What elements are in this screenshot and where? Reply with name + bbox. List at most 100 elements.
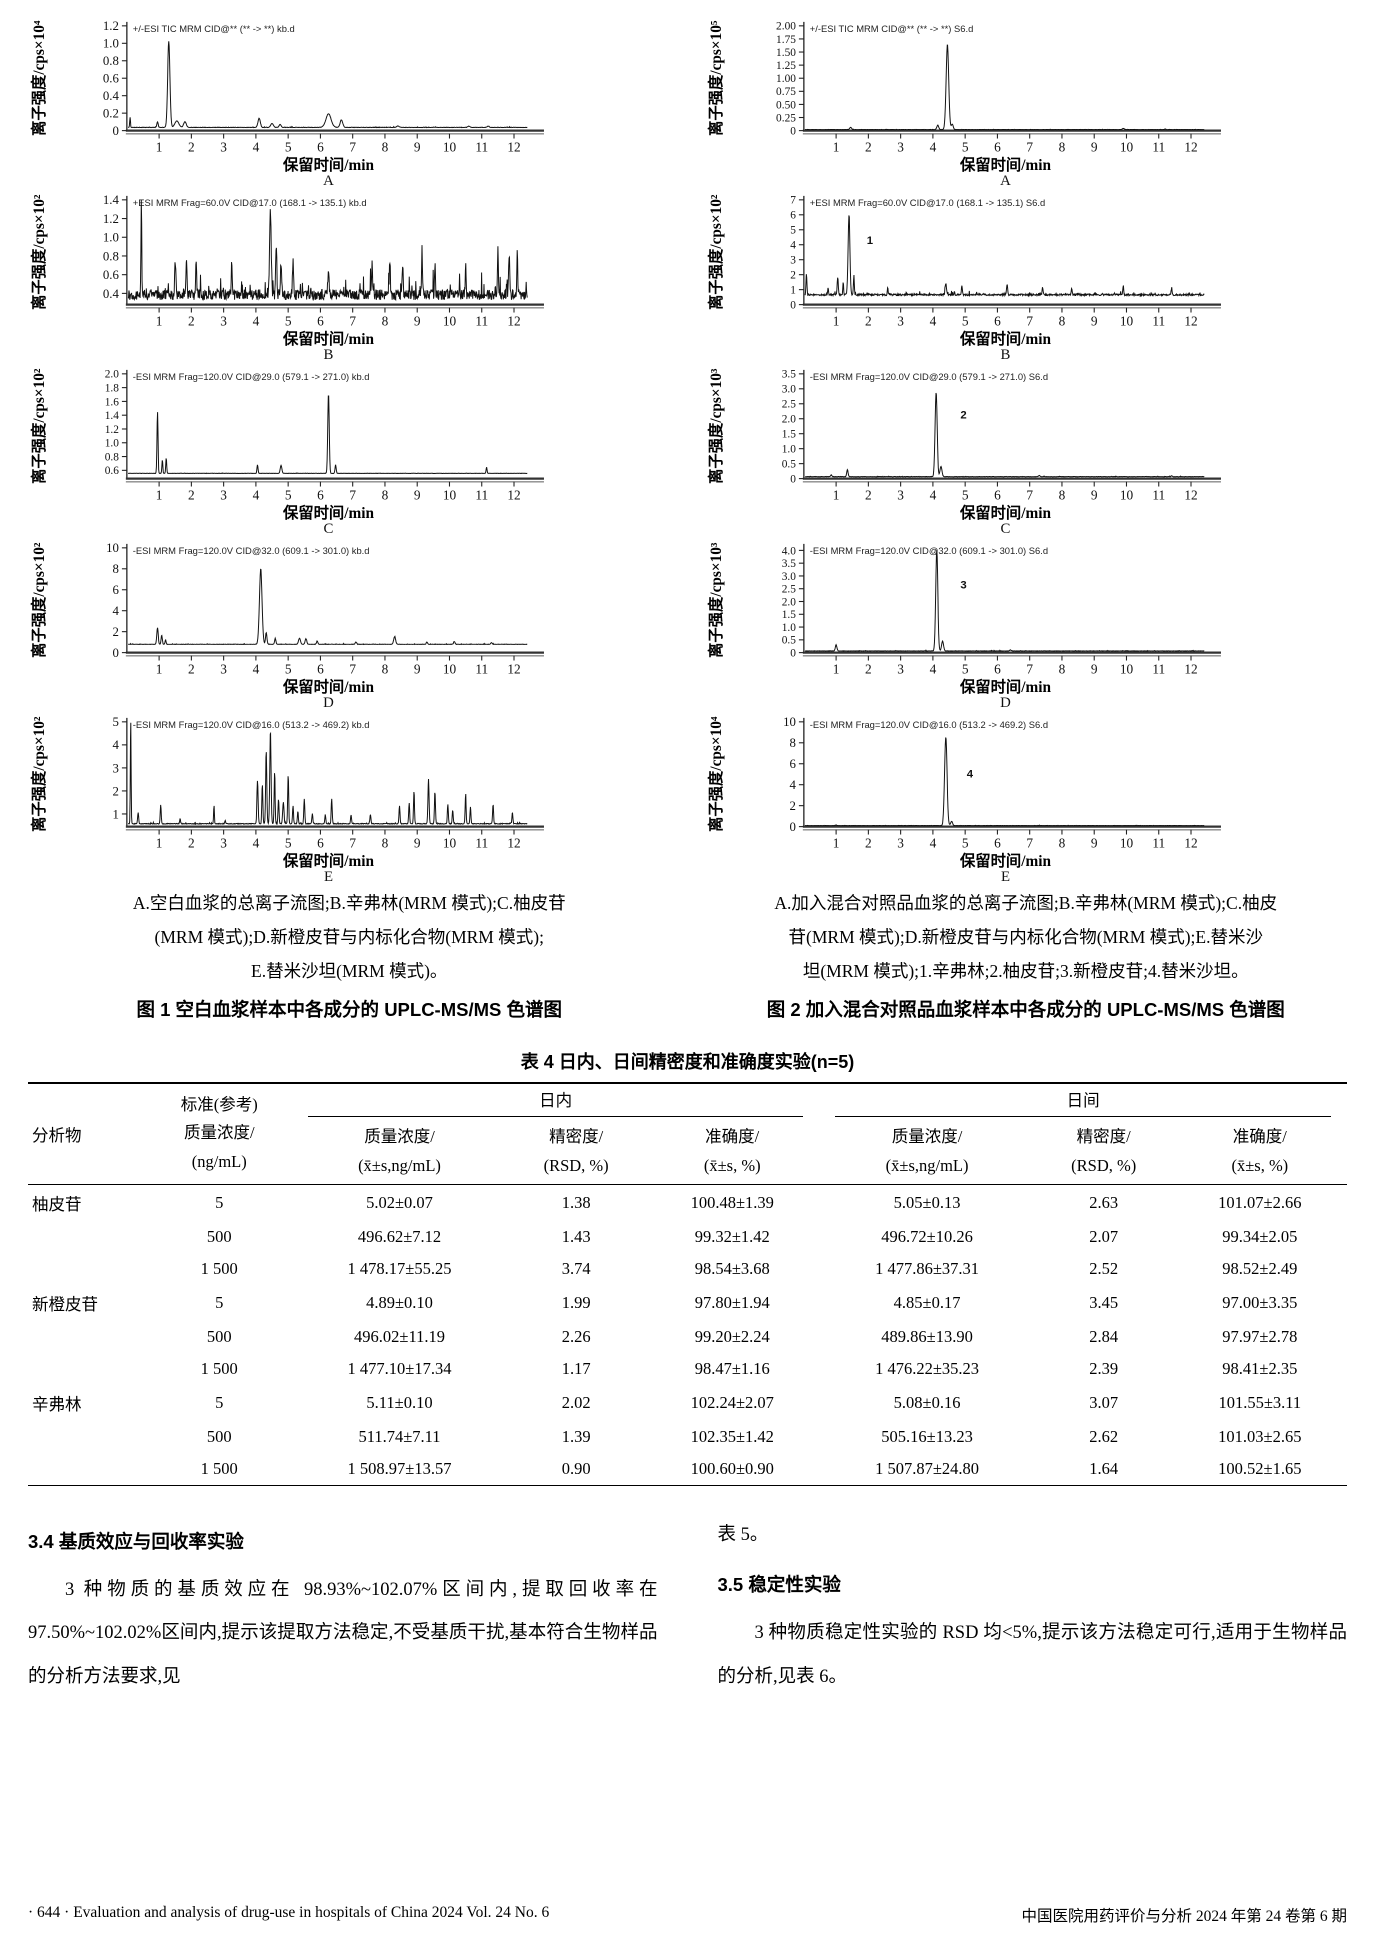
table-cell: 3.45 xyxy=(1089,1292,1119,1312)
table-cell: 2.84 xyxy=(1089,1326,1119,1346)
y-tick-label: 5 xyxy=(790,225,796,237)
table-cell: 505.16±13.23 xyxy=(881,1426,973,1446)
y-tick-label: 0.4 xyxy=(103,89,120,103)
table-cell: 101.07±2.66 xyxy=(1218,1192,1302,1212)
y-tick-label: 8 xyxy=(789,736,795,750)
table-cell: 500 xyxy=(206,1426,232,1446)
x-axis-label: 保留时间/min xyxy=(282,156,375,174)
y-tick-label: 4 xyxy=(789,778,796,792)
y-tick-label: 1.4 xyxy=(105,410,120,422)
y-axis-label: 离子强度/cps×10⁴ xyxy=(30,20,48,136)
y-tick-label: 0 xyxy=(790,299,796,311)
x-tick-label: 8 xyxy=(1058,487,1065,502)
y-tick-label: 10 xyxy=(106,541,119,555)
y-tick-label: 1.2 xyxy=(103,19,119,33)
x-tick-label: 11 xyxy=(475,487,488,502)
y-tick-label: 3.0 xyxy=(781,571,796,583)
table-row: 500 511.74±7.11 1.39 102.35±1.42 505.16±13.2… xyxy=(28,1421,1347,1453)
table-cell xyxy=(28,1453,147,1486)
x-tick-label: 5 xyxy=(961,835,968,850)
y-tick-label: 5 xyxy=(113,715,119,729)
chromatogram-trace xyxy=(804,392,1204,478)
y-tick-label: 1.2 xyxy=(105,424,120,436)
x-tick-label: 9 xyxy=(1090,661,1097,676)
y-tick-label: 4 xyxy=(113,738,120,752)
x-tick-label: 4 xyxy=(929,661,936,676)
y-tick-label: 4 xyxy=(113,604,120,618)
x-tick-label: 1 xyxy=(832,487,839,502)
x-tick-label: 4 xyxy=(253,487,260,502)
table-cell: 100.60±0.90 xyxy=(690,1458,774,1478)
table-cell: 5 xyxy=(215,1292,224,1312)
x-tick-label: 1 xyxy=(832,313,839,328)
figure-2-title: 图 2 加入混合对照品血浆样本中各成分的 UPLC-MS/MS 色谱图 xyxy=(766,999,1285,1021)
x-tick-label: 6 xyxy=(994,835,1001,850)
x-tick-label: 7 xyxy=(349,487,356,502)
x-tick-label: 1 xyxy=(156,835,163,850)
chromatogram-trace xyxy=(128,722,528,826)
x-tick-label: 12 xyxy=(1184,661,1197,676)
panel-letter: B xyxy=(1000,347,1010,360)
table-cell: 1.38 xyxy=(561,1192,591,1212)
y-tick-label: 3.5 xyxy=(781,369,796,381)
y-tick-label: 2.00 xyxy=(776,21,796,33)
x-tick-label: 10 xyxy=(1119,139,1133,154)
acquisition-annotation: -ESI MRM Frag=120.0V CID@16.0 (513.2 -> … xyxy=(133,719,370,730)
table-cell: 98.52±2.49 xyxy=(1222,1258,1298,1278)
x-tick-label: 12 xyxy=(507,661,520,676)
section-3-4-continuation: 表 5。 xyxy=(717,1524,769,1545)
y-tick-label: 1.75 xyxy=(776,34,796,46)
table-cell: 99.34±2.05 xyxy=(1222,1226,1298,1246)
x-tick-label: 7 xyxy=(349,139,356,154)
x-tick-label: 12 xyxy=(507,487,520,502)
y-tick-label: 1 xyxy=(113,807,119,821)
chromatogram-trace xyxy=(128,41,528,129)
figure-1-note-line: A.空白血浆的总离子流图;B.辛弗林(MRM 模式);C.柚皮苷 xyxy=(132,892,566,913)
x-tick-label: 3 xyxy=(220,313,227,328)
x-tick-label: 8 xyxy=(1058,313,1065,328)
x-tick-label: 3 xyxy=(897,313,904,328)
x-axis-label: 保留时间/min xyxy=(958,852,1051,870)
y-tick-label: 0.6 xyxy=(105,465,120,477)
table-cell: 辛弗林 xyxy=(32,1394,82,1414)
chromatogram-blank-tic: 0 0.2 0.4 0.6 0.8 1.0 1.2 1 2 3 4 5 6 7 8 9 10 11 12 离子强度/c… xyxy=(28,12,671,186)
y-tick-label: 1.2 xyxy=(103,212,119,226)
x-tick-label: 11 xyxy=(1152,487,1165,502)
table-cell: 2.07 xyxy=(1089,1226,1119,1246)
y-tick-label: 0.5 xyxy=(781,635,796,647)
y-axis-label: 离子强度/cps×10² xyxy=(30,716,48,832)
x-tick-label: 5 xyxy=(285,661,292,676)
x-tick-label: 11 xyxy=(475,661,488,676)
acquisition-annotation: -ESI MRM Frag=120.0V CID@32.0 (609.1 -> … xyxy=(809,545,1047,556)
header-group-intraday-label: 日内 xyxy=(307,1087,804,1117)
y-tick-label: 1.25 xyxy=(776,60,796,72)
panel-letter: D xyxy=(323,695,334,708)
y-tick-label: 7 xyxy=(790,195,796,207)
x-axis-label: 保留时间/min xyxy=(282,504,375,522)
chromatogram-blank-synephrine: 0.4 0.6 0.8 1.0 1.2 1.4 1 2 3 4 5 6 7 8 9 10 11 12 离子强度/cp… xyxy=(28,186,671,360)
x-tick-label: 9 xyxy=(1090,487,1097,502)
y-tick-label: 0.75 xyxy=(776,86,796,98)
table-cell: 1.17 xyxy=(561,1358,591,1378)
x-tick-label: 2 xyxy=(865,661,872,676)
y-tick-label: 6 xyxy=(789,757,796,771)
table-cell: 1 507.87±24.80 xyxy=(875,1458,980,1478)
x-tick-label: 8 xyxy=(1058,661,1065,676)
table-cell: 98.54±3.68 xyxy=(694,1258,770,1278)
x-tick-label: 1 xyxy=(156,139,163,154)
x-tick-label: 10 xyxy=(1119,835,1133,850)
y-axis-label: 离子强度/cps×10² xyxy=(30,368,48,484)
y-tick-label: 1 xyxy=(790,284,796,296)
x-axis-label: 保留时间/min xyxy=(958,504,1051,522)
y-tick-label: 6 xyxy=(113,583,120,597)
x-tick-label: 5 xyxy=(961,661,968,676)
table-cell: 1 508.97±13.57 xyxy=(347,1458,452,1478)
x-tick-label: 6 xyxy=(994,487,1001,502)
table-cell: 2.39 xyxy=(1089,1358,1119,1378)
section-3-5-heading: 3.5 稳定性实验 xyxy=(717,1574,841,1596)
y-tick-label: 2.5 xyxy=(781,399,796,411)
table-cell xyxy=(28,1253,147,1285)
x-tick-label: 12 xyxy=(1184,313,1197,328)
x-tick-label: 12 xyxy=(507,313,520,328)
